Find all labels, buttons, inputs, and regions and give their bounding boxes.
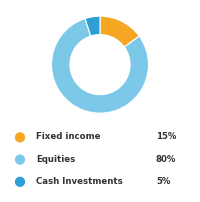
Wedge shape [52,19,148,113]
Text: 5%: 5% [156,177,170,186]
Wedge shape [85,16,100,36]
Text: 15%: 15% [156,132,176,141]
Wedge shape [100,16,139,47]
Text: Equities: Equities [36,155,75,164]
Text: 80%: 80% [156,155,176,164]
Text: Cash Investments: Cash Investments [36,177,123,186]
Text: Fixed income: Fixed income [36,132,101,141]
